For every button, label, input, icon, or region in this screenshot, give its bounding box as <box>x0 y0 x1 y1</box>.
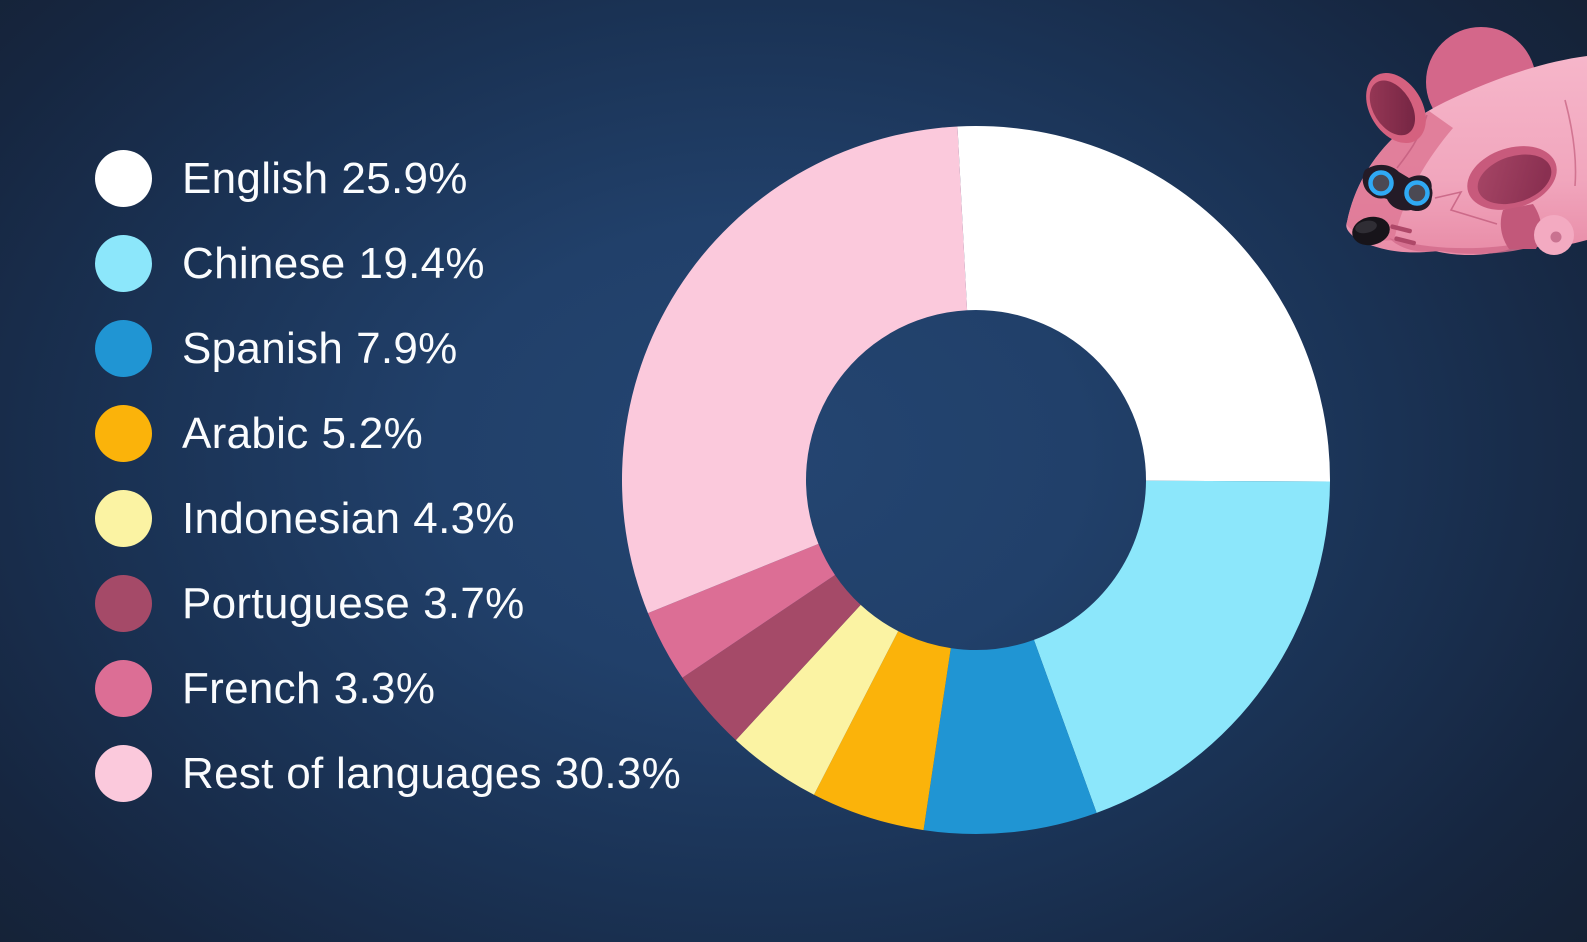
donut-slice-portuguese <box>682 574 861 741</box>
legend-color-dot-arabic <box>95 405 152 462</box>
legend-label: Arabic <box>182 408 309 458</box>
mouse-front-ear <box>1366 72 1426 144</box>
legend-value: 30.3% <box>554 748 682 798</box>
mouse-whiskers <box>1390 224 1416 246</box>
legend-value: 5.2% <box>321 408 424 458</box>
legend-item-chinese: Chinese 19.4% <box>95 235 681 292</box>
donut-slice-chinese <box>1033 480 1330 813</box>
donut-slice-spanish <box>923 639 1097 834</box>
mouse-seam-zigzag <box>1434 190 1498 225</box>
legend-color-dot-rest-of-languages <box>95 745 152 802</box>
legend-label: Portuguese <box>182 578 411 628</box>
legend-value: 3.3% <box>333 663 436 713</box>
legend-label: Rest of languages <box>182 748 542 798</box>
legend-color-dot-spanish <box>95 320 152 377</box>
mouse-goggle-lens-right <box>1404 180 1430 206</box>
legend-value: 3.7% <box>423 578 525 628</box>
legend-item-spanish: Spanish 7.9% <box>95 320 681 377</box>
legend-label: Indonesian <box>182 493 401 543</box>
legend-label: English <box>182 153 329 203</box>
legend-label: Spanish <box>182 323 344 373</box>
legend-label: French <box>182 663 321 713</box>
legend-value: 19.4% <box>358 238 485 288</box>
mouse-goggles-icon <box>1362 164 1433 212</box>
legend-value: 25.9% <box>341 153 468 203</box>
donut-slice-rest-of-languages <box>621 126 968 614</box>
legend-color-dot-indonesian <box>95 490 152 547</box>
legend-color-dot-french <box>95 660 152 717</box>
mouse-seam-back <box>1564 99 1577 187</box>
legend-label: Chinese <box>182 238 346 288</box>
legend-color-dot-portuguese <box>95 575 152 632</box>
mouse-wheel <box>1534 215 1574 255</box>
legend-value: 4.3% <box>413 493 515 543</box>
legend-item-portuguese: Portuguese 3.7% <box>95 575 681 632</box>
donut-slice-french <box>647 543 835 678</box>
robot-mouse-illustration <box>1346 27 1587 256</box>
legend-color-dot-english <box>95 150 152 207</box>
legend-item-rest-of-languages: Rest of languages 30.3% <box>95 745 681 802</box>
donut-slice-indonesian <box>735 604 899 795</box>
legend-item-indonesian: Indonesian 4.3% <box>95 490 681 547</box>
donut-slice-english <box>957 126 1331 482</box>
mouse-side-panel <box>1467 146 1557 210</box>
legend-color-dot-chinese <box>95 235 152 292</box>
legend-item-english: English 25.9% <box>95 150 681 207</box>
mouse-belly-shade <box>1389 238 1539 254</box>
mouse-nose <box>1352 216 1390 246</box>
legend-item-french: French 3.3% <box>95 660 681 717</box>
mouse-goggle-lens-left <box>1368 170 1394 196</box>
legend-item-arabic: Arabic 5.2% <box>95 405 681 462</box>
mouse-leg <box>1500 204 1542 249</box>
chart-legend: English 25.9% Chinese 19.4% Spanish 7.9%… <box>95 150 681 802</box>
legend-value: 7.9% <box>356 323 458 373</box>
donut-slice-arabic <box>813 631 951 831</box>
